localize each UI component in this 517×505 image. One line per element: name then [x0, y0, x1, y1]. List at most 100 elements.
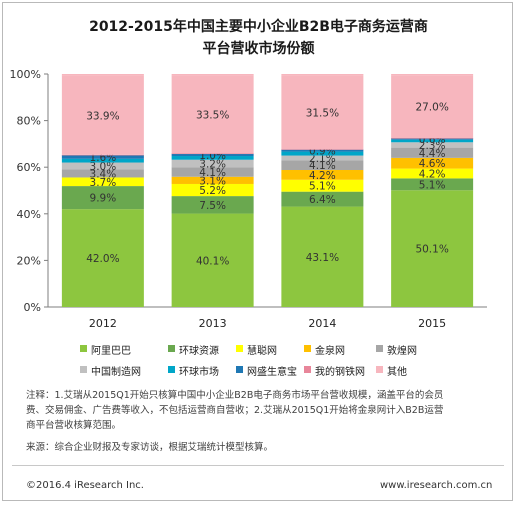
y-tick-label: 80% [17, 115, 41, 128]
bar-data-label: 3.7% [90, 177, 117, 189]
bar-segment [61, 158, 144, 163]
legend-swatch [168, 366, 175, 373]
bar-data-label: 3.0% [90, 161, 117, 173]
x-tick-label: 2013 [199, 317, 227, 330]
bar-segment [391, 168, 474, 179]
bar-segment [391, 75, 474, 139]
bar-segment [281, 155, 364, 161]
bar-segment [171, 213, 254, 307]
bar-segment [171, 74, 254, 76]
bar-data-label: 42.0% [86, 253, 119, 265]
bar-segment [171, 153, 254, 155]
bar-data-label: 4.4% [419, 148, 446, 160]
bar-segment [281, 169, 364, 180]
bar-data-label: 9.9% [90, 193, 117, 205]
legend-swatch [376, 366, 383, 373]
bar-segment [391, 74, 474, 76]
bar-segment [171, 167, 254, 177]
legend-label: 网盛生意宝 [247, 367, 297, 378]
chart-title-line2: 平台营收市场份额 [202, 41, 315, 57]
bar-segment [281, 191, 364, 207]
bar-segment [281, 149, 364, 152]
note-line-2: 费、交易佣金、广告费等收入，不包括运营商自营收；2.艾瑞从2015Q1开始将金泉… [26, 405, 444, 416]
bar-segment [61, 162, 144, 170]
bar-data-label: 5.1% [309, 181, 336, 193]
legend-swatch [168, 345, 175, 352]
bar-data-label: 3.2% [199, 158, 226, 170]
legend-label: 金泉网 [315, 346, 345, 357]
bar-data-label: 7.5% [199, 200, 226, 212]
y-tick-label: 60% [17, 161, 41, 174]
legend-swatch [236, 345, 243, 352]
legend-label: 中国制造网 [91, 367, 141, 378]
y-tick-label: 0% [24, 301, 41, 314]
x-tick-label: 2015 [418, 317, 446, 330]
bar-segment [61, 177, 144, 187]
bar-segment [281, 160, 364, 170]
bar-segment [61, 186, 144, 210]
legend-label: 阿里巴巴 [91, 346, 131, 357]
legend-swatch [80, 366, 87, 373]
bar-segment [391, 147, 474, 158]
bar-segment [281, 151, 364, 156]
bar-segment [391, 142, 474, 148]
footer-website: www.iresearch.com.cn [380, 480, 493, 491]
bar-segment [171, 153, 254, 157]
bar-segment [61, 209, 144, 307]
bar-segment [391, 138, 474, 140]
bar-data-label: 33.5% [196, 109, 229, 121]
footer-divider [12, 465, 504, 466]
y-tick-label: 40% [17, 208, 41, 221]
legend-label: 敦煌网 [387, 346, 417, 357]
bar-segment [61, 169, 144, 178]
bar-segment [391, 138, 474, 139]
legend-swatch [376, 345, 383, 352]
x-tick-label: 2012 [89, 317, 117, 330]
source-note: 来源：综合企业财报及专家访谈，根据艾瑞统计模型核算。 [26, 442, 274, 453]
bar-data-label: 5.1% [419, 179, 446, 191]
bar-segment [61, 155, 144, 159]
bar-data-label: 43.1% [306, 252, 339, 264]
legend-label: 环球资源 [179, 346, 219, 357]
bar-segment [281, 149, 364, 150]
bar-data-label: 5.2% [199, 185, 226, 197]
bar-segment [171, 176, 254, 184]
bar-segment [171, 156, 254, 160]
bar-data-label: 4.6% [419, 158, 446, 170]
bar-segment [281, 75, 364, 150]
y-tick-label: 100% [10, 68, 41, 81]
bar-data-label: 2.3% [419, 140, 446, 152]
bar-data-label: 50.1% [415, 244, 448, 256]
bar-data-label: 2.1% [309, 153, 336, 165]
bar-data-label: 3.4% [90, 168, 117, 180]
bar-data-label: 4.2% [419, 168, 446, 180]
y-tick-label: 20% [17, 254, 41, 267]
bar-segment [171, 75, 254, 154]
legend-swatch [304, 345, 311, 352]
legend-label: 其他 [387, 367, 407, 378]
bar-segment [171, 196, 254, 214]
legend-label: 我的钢铁网 [315, 367, 365, 378]
legend-label: 慧聪网 [247, 346, 277, 357]
note-line-3: 商平台营收核算范围。 [26, 420, 122, 431]
legend-swatch [304, 366, 311, 373]
legend-label: 环球市场 [179, 367, 219, 378]
note-line-1: 注释：1.艾瑞从2015Q1开始只核算中国中小企业B2B电子商务市场平台营收规模… [26, 390, 444, 401]
legend-swatch [236, 366, 243, 373]
bar-segment [61, 154, 144, 156]
legend-swatch [80, 345, 87, 352]
bar-segment [61, 75, 144, 155]
chart-title-line1: 2012-2015年中国主要中小企业B2B电子商务运营商 [89, 19, 428, 35]
bar-segment [171, 183, 254, 197]
bar-data-label: 6.4% [309, 194, 336, 206]
bar-segment [281, 179, 364, 192]
bar-segment [171, 159, 254, 168]
bar-segment [391, 157, 474, 169]
bar-segment [281, 206, 364, 307]
bar-data-label: 33.9% [86, 110, 119, 122]
bar-segment [61, 74, 144, 76]
stacked-bar-chart: 0%20%40%60%80%100%42.0%9.9%3.7%3.4%3.0%1… [10, 68, 487, 330]
bar-data-label: 3.1% [199, 175, 226, 187]
bar-segment [281, 74, 364, 76]
bar-segment [391, 139, 474, 143]
